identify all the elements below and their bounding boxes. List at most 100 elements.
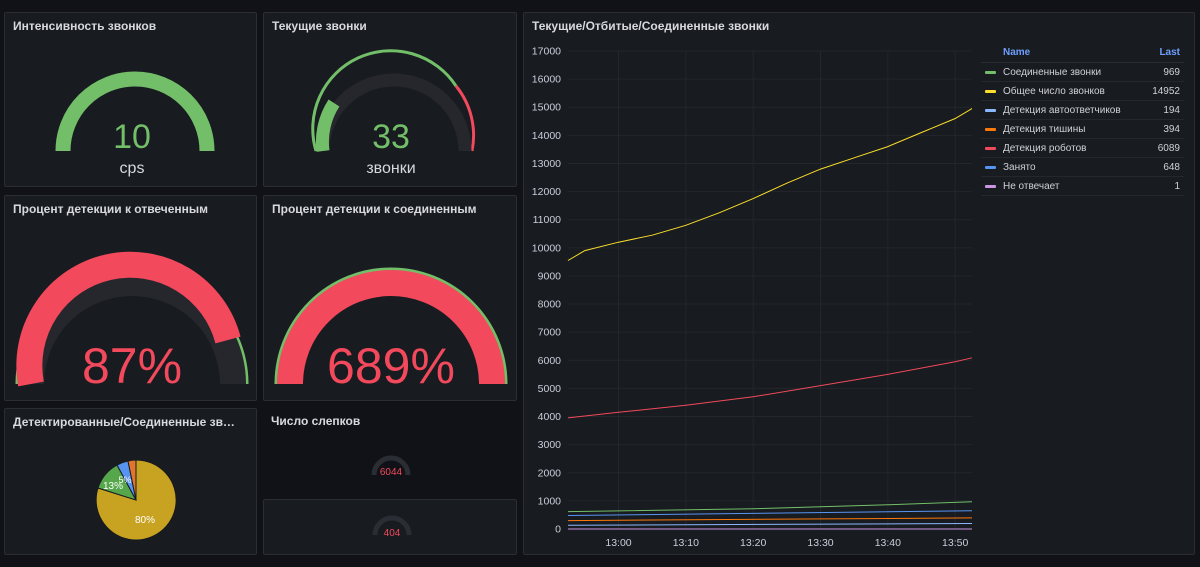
- legend-item-last: 6089: [1157, 142, 1180, 154]
- x-tick-label: 13:40: [875, 537, 901, 549]
- pie-label-13: 13%: [103, 481, 123, 492]
- pie-chart: 80% 13% 5%: [95, 459, 177, 541]
- x-tick-label: 13:00: [605, 537, 631, 549]
- y-tick-label: 14000: [532, 130, 561, 142]
- gauge-value-arc: [277, 270, 505, 385]
- gauge-threshold-red: [454, 85, 476, 152]
- legend-swatch: [985, 165, 996, 169]
- gauge-value: 689%: [327, 338, 455, 394]
- gauge-value-arc: [57, 73, 213, 152]
- gauge-unit: cps: [120, 160, 145, 177]
- legend-swatch: [985, 70, 996, 74]
- y-tick-label: 15000: [532, 102, 561, 114]
- mini-gauge-arc: [371, 455, 411, 476]
- chart-legend: Name Last Соединенные звонки 969 Общее чис…: [981, 47, 1184, 196]
- gauge-value: 10: [113, 118, 151, 156]
- legend-item-name: Общее число звонков: [1003, 85, 1105, 97]
- gauge-value: 87%: [82, 338, 182, 394]
- pie-label-5: 5%: [118, 475, 131, 485]
- x-tick-label: 13:10: [673, 537, 699, 549]
- mini-gauge-arc: [372, 515, 412, 536]
- legend-item-last: 194: [1163, 104, 1180, 116]
- x-tick-label: 13:20: [740, 537, 766, 549]
- gauge-current-calls: 33 звонки: [311, 49, 476, 177]
- panel-snapshot-count[interactable]: Число слепков 6044: [263, 408, 517, 494]
- y-tick-label: 10000: [532, 242, 561, 254]
- gauge-value-arc: [315, 99, 340, 152]
- legend-item-name: Детекция тишины: [1003, 123, 1086, 135]
- panel-current-calls[interactable]: Текущие звонки 33 звонки: [263, 12, 517, 187]
- y-tick-label: 17000: [532, 46, 561, 58]
- panel-snapshot-count-2[interactable]: 404: [263, 499, 517, 555]
- legend-header: Name Last: [981, 47, 1184, 63]
- y-tick-label: 11000: [533, 214, 562, 226]
- legend-item-name: Соединенные звонки: [1003, 66, 1102, 78]
- y-tick-label: 13000: [532, 158, 561, 170]
- legend-item-last: 969: [1163, 66, 1180, 78]
- legend-item-last: 1: [1174, 180, 1180, 192]
- legend-item[interactable]: Детекция роботов 6089: [981, 139, 1184, 158]
- panel-detection-answered[interactable]: Процент детекции к отвеченным 87%: [4, 195, 257, 401]
- legend-item-name: Не отвечает: [1003, 180, 1060, 192]
- y-tick-label: 6000: [538, 355, 562, 367]
- y-tick-label: 7000: [538, 327, 562, 339]
- legend-item[interactable]: Детекция автоответчиков 194: [981, 101, 1184, 120]
- mini-gauge-1: 6044: [371, 455, 411, 478]
- legend-name-header[interactable]: Name: [1003, 47, 1031, 58]
- panel-pie-detected-connected[interactable]: Детектированные/Соединенные зво... 80% 1…: [4, 408, 257, 555]
- legend-swatch: [985, 184, 996, 188]
- y-tick-label: 2000: [538, 467, 562, 479]
- mini-gauge-2: 404: [372, 515, 412, 539]
- series-line: [567, 523, 973, 526]
- legend-swatch: [985, 127, 996, 131]
- gauge-detection-connected: 689%: [274, 267, 508, 394]
- legend-last-header[interactable]: Last: [1159, 47, 1180, 58]
- y-tick-label: 16000: [532, 74, 561, 86]
- gauge-value: 33: [372, 118, 410, 156]
- gauge-threshold-green: [311, 49, 458, 152]
- legend-item-last: 14952: [1152, 85, 1180, 97]
- panel-timeseries-calls[interactable]: Текущие/Отбитые/Соединенные звонки 0 1000…: [523, 12, 1195, 555]
- gauge-threshold-arc: [55, 71, 215, 152]
- legend-item-name: Детекция роботов: [1003, 142, 1087, 154]
- series-line: [567, 510, 973, 516]
- series-line: [567, 517, 973, 522]
- legend-item-last: 648: [1163, 161, 1180, 173]
- legend-swatch: [985, 146, 996, 150]
- y-tick-label: 1000: [538, 495, 562, 507]
- x-tick-label: 13:50: [942, 537, 968, 549]
- series-line: [567, 357, 973, 419]
- y-tick-label: 9000: [538, 270, 562, 282]
- legend-item[interactable]: Соединенные звонки 969: [981, 63, 1184, 82]
- legend-swatch: [985, 89, 996, 93]
- mini-gauge-value: 6044: [380, 467, 403, 478]
- gauge-threshold-arc: [274, 267, 508, 385]
- mini-gauge-value: 404: [384, 528, 401, 539]
- legend-swatch: [985, 108, 996, 112]
- y-tick-label: 4000: [538, 411, 562, 423]
- gauge-unit: звонки: [366, 160, 415, 177]
- legend-item[interactable]: Общее число звонков 14952: [981, 82, 1184, 101]
- gauge-intensity: 10 cps: [55, 71, 215, 177]
- legend-item-name: Детекция автоответчиков: [1003, 104, 1121, 116]
- y-tick-label: 3000: [538, 439, 562, 451]
- gauge-detection-answered: 87%: [15, 251, 249, 394]
- legend-item[interactable]: Не отвечает 1: [981, 177, 1184, 196]
- pie-slice-red: [127, 459, 137, 501]
- panel-detection-connected[interactable]: Процент детекции к соединенным 689%: [263, 195, 517, 401]
- series-line: [567, 501, 973, 513]
- legend-item-name: Занято: [1003, 161, 1036, 173]
- y-tick-label: 5000: [538, 383, 562, 395]
- y-tick-label: 12000: [532, 186, 561, 198]
- y-tick-label: 8000: [538, 299, 562, 311]
- timeseries-chart: 0 1000 2000 3000 4000 5000 6000 7000 8000 9000 100…: [532, 46, 973, 549]
- series-line: [567, 108, 973, 261]
- legend-item[interactable]: Детекция тишины 394: [981, 120, 1184, 139]
- pie-label-80: 80%: [135, 515, 155, 526]
- legend-item-last: 394: [1163, 123, 1180, 135]
- x-tick-label: 13:30: [807, 537, 833, 549]
- y-tick-label: 0: [555, 524, 561, 536]
- panel-call-intensity[interactable]: Интенсивность звонков 10 cps: [4, 12, 257, 187]
- gauge-value-arc: [16, 251, 241, 387]
- legend-item[interactable]: Занято 648: [981, 158, 1184, 177]
